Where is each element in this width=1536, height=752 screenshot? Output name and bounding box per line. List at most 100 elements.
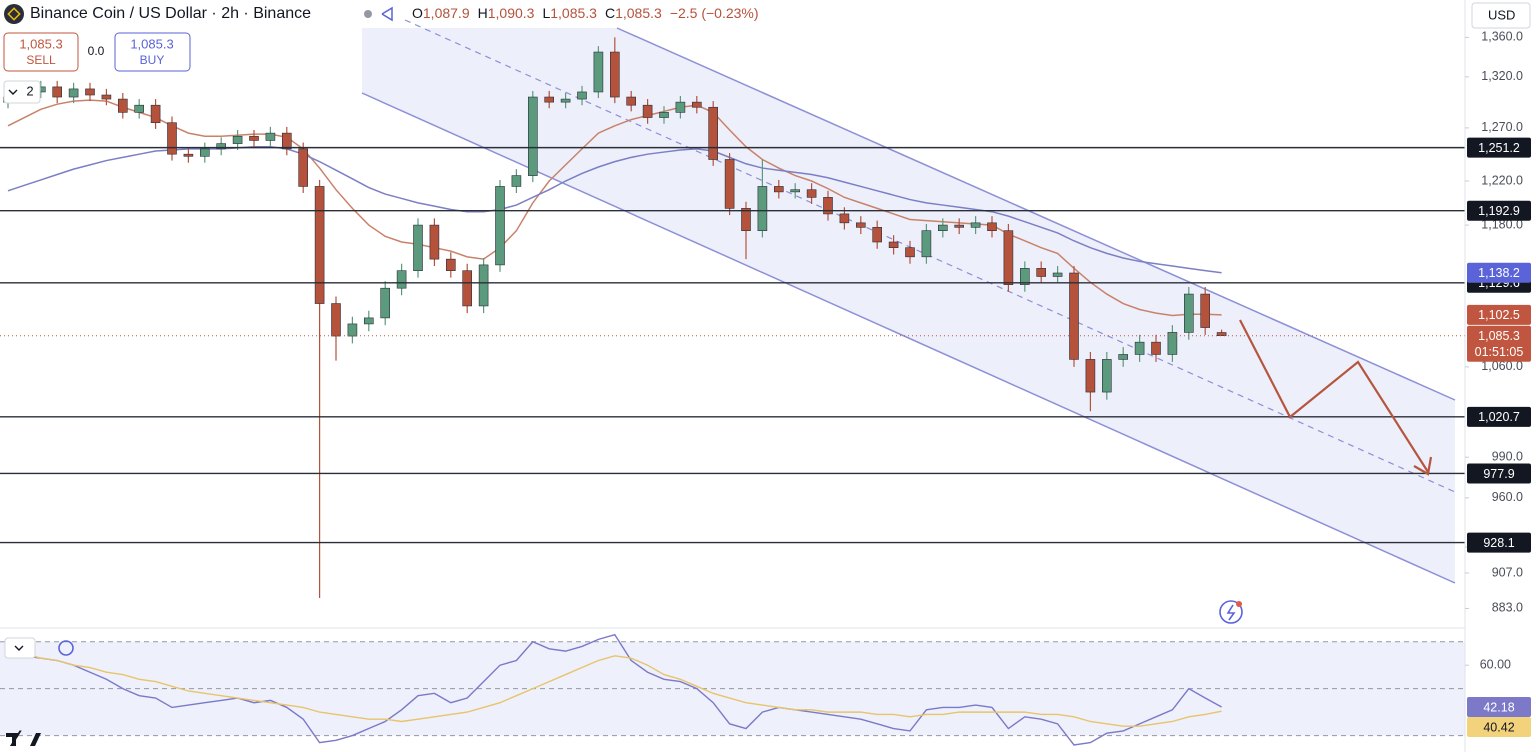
candle-body <box>872 227 883 243</box>
overlay-layer: Binance Coin / US Dollar · 2h · Binance … <box>3 0 1536 752</box>
candle-body <box>888 241 899 248</box>
alert-dot <box>1236 601 1242 607</box>
tv-logo-stem <box>12 733 16 746</box>
ohlc-legend: O1,087.9 H1,090.3 L1,085.3 C1,085.3 −2.5 (−0… <box>412 5 759 21</box>
moving-average <box>7 99 1222 317</box>
y-tick-label: 907.0 <box>1492 565 1523 579</box>
price-tag <box>1467 325 1531 362</box>
header-dot <box>364 10 372 18</box>
candle-body <box>724 159 735 209</box>
candle-body <box>413 224 423 271</box>
candle-body <box>478 264 489 307</box>
candle-body <box>577 91 587 100</box>
header-share-icon[interactable] <box>381 6 393 22</box>
candle-body <box>773 186 784 193</box>
candle-body <box>347 323 358 337</box>
candle-body <box>150 104 161 124</box>
chart-title: Binance Coin / US Dollar · 2h · Binance <box>30 5 311 22</box>
candle-body <box>1151 341 1161 355</box>
sell-button[interactable] <box>3 32 79 72</box>
symbol-logo <box>4 4 24 24</box>
alert-icon[interactable] <box>1219 600 1243 624</box>
y-tick-label: 1,180.0 <box>1481 217 1523 231</box>
candle-body <box>741 208 751 231</box>
sell-price: 1,085.3 <box>19 36 62 51</box>
currency: USD <box>1488 7 1515 22</box>
price-tag-label: 1,251.2 <box>1478 141 1520 155</box>
y-tick-label: 1,220.0 <box>1481 173 1523 187</box>
candle-body <box>757 186 768 231</box>
candle-body <box>429 224 440 260</box>
candle-body <box>527 96 538 176</box>
candle-body <box>855 222 866 228</box>
candle-body <box>921 230 932 258</box>
ohlc-key: C <box>605 5 615 21</box>
currency-button[interactable] <box>1471 2 1531 29</box>
candle-body <box>85 88 95 96</box>
candle-body <box>1052 272 1063 277</box>
candle-body <box>839 213 850 224</box>
y-tick-label: 1,360.0 <box>1481 30 1523 44</box>
rsi-settings-icon[interactable] <box>58 640 74 656</box>
price-tag <box>1467 717 1531 738</box>
buy-button[interactable] <box>114 32 191 72</box>
candle-body <box>281 132 292 150</box>
price-tag <box>1467 137 1531 158</box>
data-layer <box>0 37 1465 746</box>
candle-body <box>380 287 391 319</box>
forecast-arrow <box>1239 319 1429 473</box>
ohlc-key: O <box>412 5 423 21</box>
chevron <box>8 89 18 95</box>
candle-body <box>1003 230 1014 285</box>
candle-body <box>1036 268 1046 277</box>
rsi-line <box>7 633 1222 746</box>
candle-body <box>363 317 374 325</box>
price-tag-label: 1,138.2 <box>1478 266 1520 280</box>
price-tag-label: 977.9 <box>1483 467 1514 481</box>
ohlc-value: 1,085.3 <box>550 5 597 21</box>
candle-body <box>675 101 686 113</box>
candle-body <box>790 189 801 193</box>
channel-upper <box>616 27 1456 401</box>
ohlc-value: 1,085.3 <box>615 5 662 21</box>
alert-bolt <box>1226 604 1236 621</box>
candle-body <box>462 270 473 307</box>
y-tick-label: 960.0 <box>1492 490 1523 504</box>
candle-body <box>1200 293 1210 328</box>
indicator-toggle[interactable] <box>3 80 41 104</box>
candle-body <box>806 189 817 198</box>
y-tick-label: 1,320.0 <box>1481 69 1523 83</box>
y-tick-label: 60.00 <box>1480 657 1511 671</box>
candle-body <box>1118 354 1128 360</box>
rsi-ma-line <box>7 650 1222 727</box>
ohlc-value: 1,087.9 <box>423 5 470 21</box>
y-tick-label: 990.0 <box>1492 449 1523 463</box>
ohlc-value: 1,090.3 <box>488 5 535 21</box>
candle-body <box>1216 332 1227 336</box>
candle-body <box>823 197 833 215</box>
ohlc-change: −2.5 (−0.23%) <box>670 5 759 21</box>
tv-logo-slash <box>30 733 41 746</box>
candle-body <box>593 51 604 93</box>
candle-body <box>495 186 505 266</box>
candle-body <box>445 258 456 271</box>
channel-fill <box>362 28 1455 583</box>
candle-body <box>1102 359 1112 393</box>
candle-body <box>1184 293 1194 333</box>
moving-average <box>7 146 1222 274</box>
price-tag-label: 928.1 <box>1483 536 1514 550</box>
candle-body <box>1167 332 1178 355</box>
candle-body <box>200 148 210 157</box>
candle-body <box>396 270 407 289</box>
price-tag-label: 40.42 <box>1483 720 1514 734</box>
candle-body <box>1019 268 1030 285</box>
candle-body <box>560 98 571 103</box>
price-tag-label: 1,102.5 <box>1478 308 1520 322</box>
price-tag <box>1467 262 1531 283</box>
candle-body <box>68 88 79 98</box>
rsi-toggle[interactable] <box>4 637 36 659</box>
channel-lower <box>361 92 1456 584</box>
candle-body <box>183 153 194 157</box>
indicator-count: 2 <box>26 83 33 98</box>
